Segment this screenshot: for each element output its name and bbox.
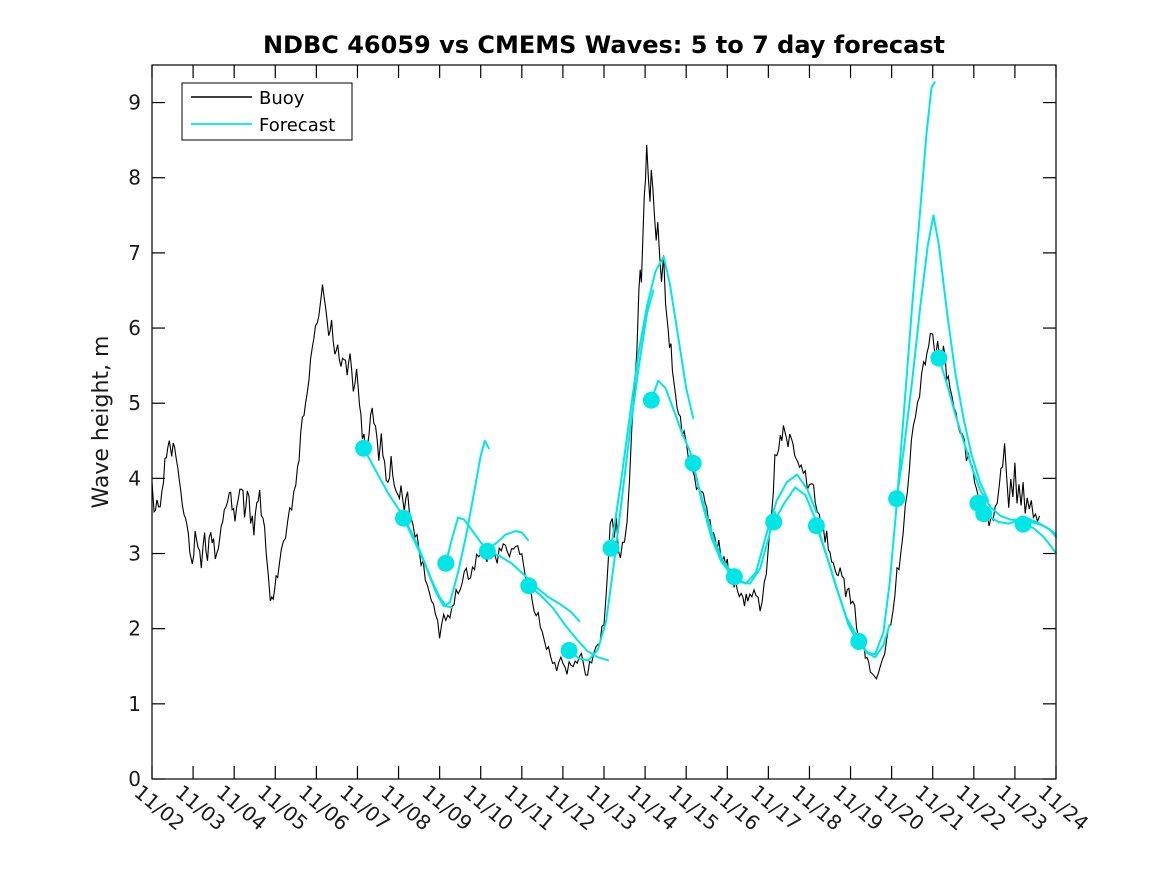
forecast-line-segment: [568, 289, 655, 662]
forecast-marker-dot: [437, 554, 455, 572]
y-tick-label: 1: [128, 692, 141, 716]
plot-area-border: [151, 64, 1057, 780]
forecast-marker-dot: [520, 577, 538, 595]
y-tick-label: 7: [128, 241, 141, 265]
forecast-marker-dot: [602, 539, 620, 557]
forecast-marker-dot: [478, 542, 496, 560]
forecast-line-segment: [857, 81, 936, 656]
forecast-markers: [355, 349, 1032, 659]
legend-box: [181, 82, 353, 141]
forecast-series-lines: [362, 81, 1057, 662]
forecast-marker-dot: [850, 633, 868, 650]
forecast-marker-dot: [560, 642, 578, 659]
legend-buoy-label: Buoy: [259, 88, 305, 109]
forecast-marker-dot: [725, 568, 743, 586]
legend: Buoy Forecast: [181, 82, 353, 141]
y-tick-label: 0: [128, 767, 141, 791]
forecast-line-segment: [402, 439, 490, 608]
forecast-line-segment: [527, 584, 610, 662]
legend-forecast-label: Forecast: [259, 115, 335, 136]
buoy-line: [151, 144, 1041, 680]
y-tick-label: 3: [128, 542, 141, 566]
y-tick-label: 9: [128, 91, 141, 115]
forecast-marker-dot: [395, 509, 412, 527]
y-tick-label: 5: [128, 391, 141, 415]
forecast-marker-dot: [807, 517, 825, 535]
forecast-marker-dot: [355, 439, 373, 457]
y-tick-label: 4: [128, 466, 141, 490]
y-tick-labels: 0 1 2 3 4 5 6 7 8 9: [128, 91, 141, 791]
forecast-marker-dot: [930, 349, 948, 367]
forecast-marker-dot: [1014, 515, 1032, 533]
forecast-marker-dot: [975, 505, 993, 523]
y-tick-label: 8: [128, 166, 141, 190]
forecast-marker-dot: [888, 490, 906, 508]
forecast-marker-dot: [642, 391, 660, 409]
forecast-line-segment: [895, 214, 990, 502]
forecast-marker-dot: [684, 454, 702, 472]
forecast-marker-dot: [765, 513, 783, 531]
forecast-line-segment: [610, 255, 695, 550]
chart-title: NDBC 46059 vs CMEMS Waves: 5 to 7 day fo…: [263, 31, 945, 59]
buoy-series-line: [151, 144, 1041, 680]
y-tick-label: 6: [128, 316, 141, 340]
y-tick-label: 2: [128, 617, 141, 641]
forecast-line-segment: [733, 473, 818, 585]
y-axis-label: Wave height, m: [89, 336, 114, 509]
